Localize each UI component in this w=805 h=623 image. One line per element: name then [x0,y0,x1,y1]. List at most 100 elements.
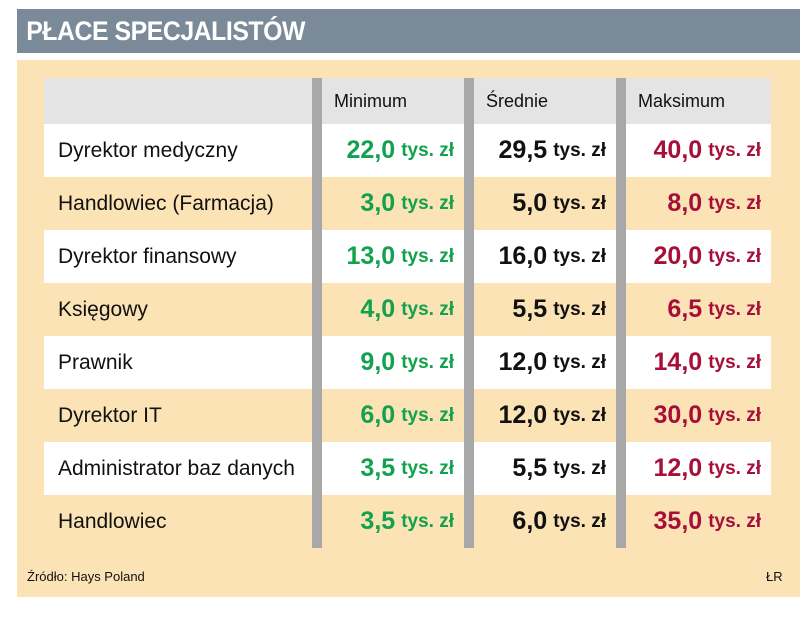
value-minimum: 3,0 [360,189,396,217]
column-divider [616,230,626,283]
row-label: Księgowy [58,297,148,321]
value-average: 29,5 [498,136,548,164]
column-divider [464,230,474,283]
column-divider [616,442,626,495]
table-row: Prawnik 9,0 tys. zł 12,0 tys. zł 14,0 tys. zł [44,336,771,389]
header-cell-maximum: Maksimum [626,78,771,124]
value-minimum: 4,0 [360,295,396,323]
column-divider [312,78,322,124]
row-label: Dyrektor medyczny [58,138,238,162]
value-unit: tys. zł [708,245,761,267]
column-divider [464,124,474,177]
table-body: Dyrektor medyczny 22,0 tys. zł 29,5 tys. zł 4… [44,124,771,548]
row-label-cell: Dyrektor finansowy [44,230,312,283]
table-row: Dyrektor medyczny 22,0 tys. zł 29,5 tys. zł 4… [44,124,771,177]
table-row: Handlowiec (Farmacja) 3,0 tys. zł 5,0 tys. z… [44,177,771,230]
value-unit: tys. zł [401,298,454,320]
value-average: 5,5 [512,295,548,323]
author-credit: ŁR [766,569,783,584]
value-maximum: 20,0 [653,242,703,270]
row-label-cell: Dyrektor IT [44,389,312,442]
table-row: Handlowiec 3,5 tys. zł 6,0 tys. zł 35,0 tys. z… [44,495,771,548]
row-label-cell: Handlowiec (Farmacja) [44,177,312,230]
row-label: Handlowiec (Farmacja) [58,191,274,215]
column-divider [464,336,474,389]
column-divider [464,495,474,548]
value-unit: tys. zł [553,457,606,479]
column-divider [464,389,474,442]
value-unit: tys. zł [553,404,606,426]
value-cell-average: 12,0 tys. zł [474,336,616,389]
row-label-cell: Dyrektor medyczny [44,124,312,177]
row-label-cell: Administrator baz danych [44,442,312,495]
column-divider [616,78,626,124]
value-maximum: 35,0 [653,507,703,535]
value-minimum: 22,0 [346,136,396,164]
table-row: Księgowy 4,0 tys. zł 5,5 tys. zł 6,5 tys. zł [44,283,771,336]
column-divider [616,336,626,389]
row-label: Dyrektor finansowy [58,244,237,268]
value-unit: tys. zł [401,192,454,214]
header-cell-average: Średnie [474,78,616,124]
title-bar: PŁACE SPECJALISTÓW [17,9,800,53]
value-minimum: 13,0 [346,242,396,270]
column-divider [312,389,322,442]
column-header-minimum: Minimum [334,90,408,111]
column-header-average: Średnie [486,90,549,111]
value-cell-average: 5,5 tys. zł [474,442,616,495]
column-divider [312,124,322,177]
value-unit: tys. zł [401,404,454,426]
value-cell-average: 16,0 tys. zł [474,230,616,283]
value-average: 5,5 [512,454,548,482]
column-divider [312,495,322,548]
column-divider [616,177,626,230]
salary-table: Minimum Średnie Maksimum Dyrektor medycz… [44,78,771,548]
header-cell-minimum: Minimum [322,78,464,124]
column-divider [312,283,322,336]
source-note: Źródło: Hays Poland [27,569,145,584]
value-average: 6,0 [512,507,548,535]
header-cell-name [44,78,312,124]
value-unit: tys. zł [401,351,454,373]
value-cell-maximum: 12,0 tys. zł [626,442,771,495]
value-cell-minimum: 22,0 tys. zł [322,124,464,177]
value-cell-minimum: 3,5 tys. zł [322,442,464,495]
value-minimum: 9,0 [360,348,396,376]
value-unit: tys. zł [553,245,606,267]
value-unit: tys. zł [553,298,606,320]
column-divider [312,230,322,283]
value-unit: tys. zł [401,457,454,479]
value-cell-maximum: 30,0 tys. zł [626,389,771,442]
value-maximum: 8,0 [667,189,703,217]
value-average: 16,0 [498,242,548,270]
column-divider [464,78,474,124]
value-unit: tys. zł [553,510,606,532]
value-unit: tys. zł [553,139,606,161]
column-divider [312,442,322,495]
value-average: 5,0 [512,189,548,217]
value-unit: tys. zł [708,351,761,373]
column-divider [616,389,626,442]
table-row: Dyrektor IT 6,0 tys. zł 12,0 tys. zł 30,0 tys.… [44,389,771,442]
value-unit: tys. zł [401,510,454,532]
value-cell-average: 5,5 tys. zł [474,283,616,336]
column-divider [616,124,626,177]
table-row: Administrator baz danych 3,5 tys. zł 5,5 tys… [44,442,771,495]
row-label: Administrator baz danych [58,456,295,480]
header-row: Minimum Średnie Maksimum [44,78,771,124]
column-divider [312,177,322,230]
value-unit: tys. zł [708,192,761,214]
chart-title: PŁACE SPECJALISTÓW [26,15,305,46]
value-cell-minimum: 3,5 tys. zł [322,495,464,548]
column-divider [464,283,474,336]
value-unit: tys. zł [708,404,761,426]
value-unit: tys. zł [553,192,606,214]
value-minimum: 3,5 [360,454,396,482]
value-cell-minimum: 3,0 tys. zł [322,177,464,230]
value-cell-maximum: 6,5 tys. zł [626,283,771,336]
column-divider [616,495,626,548]
value-cell-minimum: 4,0 tys. zł [322,283,464,336]
row-label-cell: Handlowiec [44,495,312,548]
column-header-maximum: Maksimum [638,90,726,111]
column-divider [616,283,626,336]
